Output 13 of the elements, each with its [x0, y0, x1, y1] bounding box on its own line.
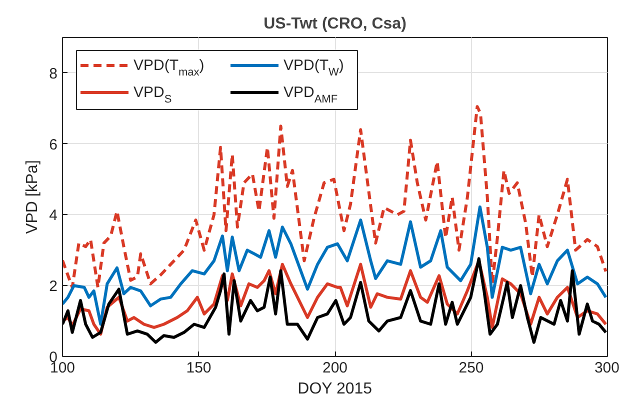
line-series: [62, 205, 608, 326]
x-tick-label: 300: [594, 360, 619, 376]
y-tick-label: 6: [49, 136, 58, 154]
chart-title: US-Twt (CRO, Csa): [264, 16, 406, 32]
y-tick-label: 2: [49, 278, 58, 296]
y-tick-label: 8: [49, 65, 58, 82]
x-axis-title: DOY 2015: [298, 380, 372, 398]
x-tick-label: 250: [458, 360, 484, 376]
y-axis-title: VPD [kPa]: [24, 160, 42, 234]
x-tick-label: 150: [186, 360, 212, 376]
line-series: [62, 105, 608, 289]
x-tick-label: 200: [322, 360, 348, 376]
y-tick-label: 4: [49, 207, 58, 224]
